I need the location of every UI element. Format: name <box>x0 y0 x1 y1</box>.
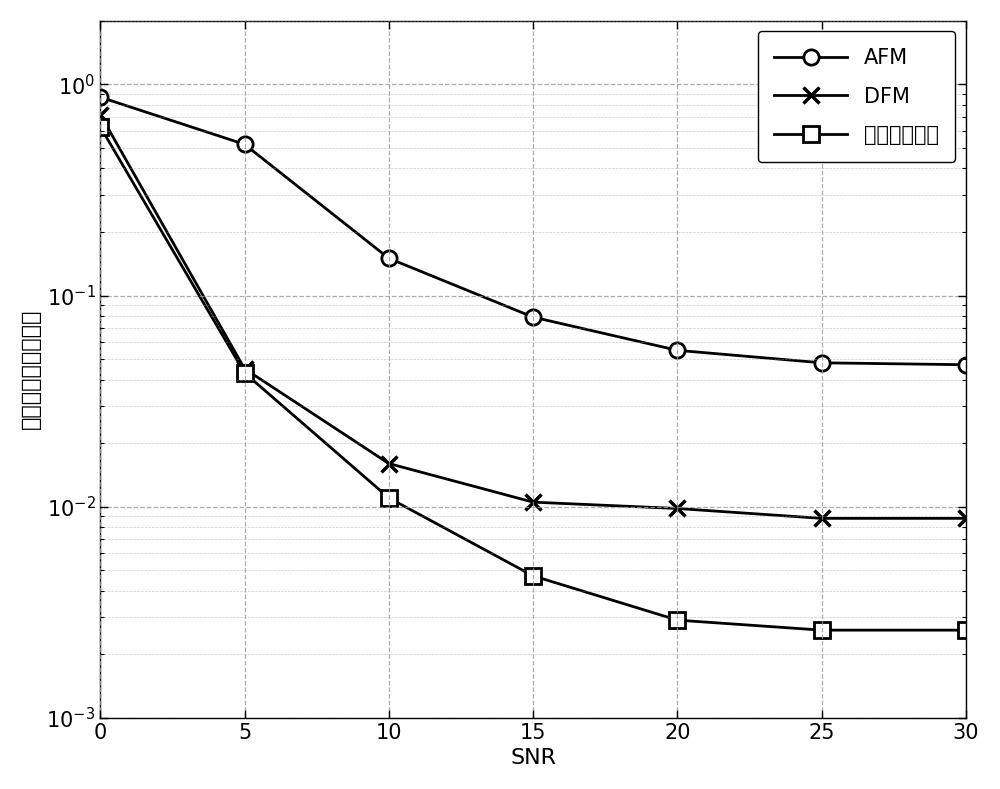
DFM <box>383 458 395 468</box>
DFM <box>239 364 251 373</box>
AFM <box>383 253 395 263</box>
AFM <box>816 358 828 368</box>
AFM <box>527 312 539 322</box>
DFM <box>671 503 683 513</box>
Y-axis label: 用户对安全中断概率: 用户对安全中断概率 <box>21 309 41 429</box>
Line: 混合中继协议: 混合中继协议 <box>93 119 974 638</box>
混合中继协议 <box>94 122 106 132</box>
DFM <box>816 514 828 523</box>
混合中继协议 <box>383 493 395 503</box>
AFM <box>94 92 106 102</box>
AFM <box>671 346 683 355</box>
混合中继协议 <box>671 615 683 625</box>
Line: DFM: DFM <box>93 107 974 526</box>
AFM <box>239 140 251 149</box>
AFM <box>960 360 972 369</box>
Legend: AFM, DFM, 混合中继协议: AFM, DFM, 混合中继协议 <box>758 32 955 162</box>
混合中继协议 <box>816 626 828 635</box>
混合中继协议 <box>960 626 972 635</box>
混合中继协议 <box>239 368 251 378</box>
DFM <box>960 514 972 523</box>
X-axis label: SNR: SNR <box>510 748 556 768</box>
混合中继协议 <box>527 571 539 581</box>
DFM <box>527 497 539 507</box>
DFM <box>94 110 106 119</box>
Line: AFM: AFM <box>93 89 974 372</box>
